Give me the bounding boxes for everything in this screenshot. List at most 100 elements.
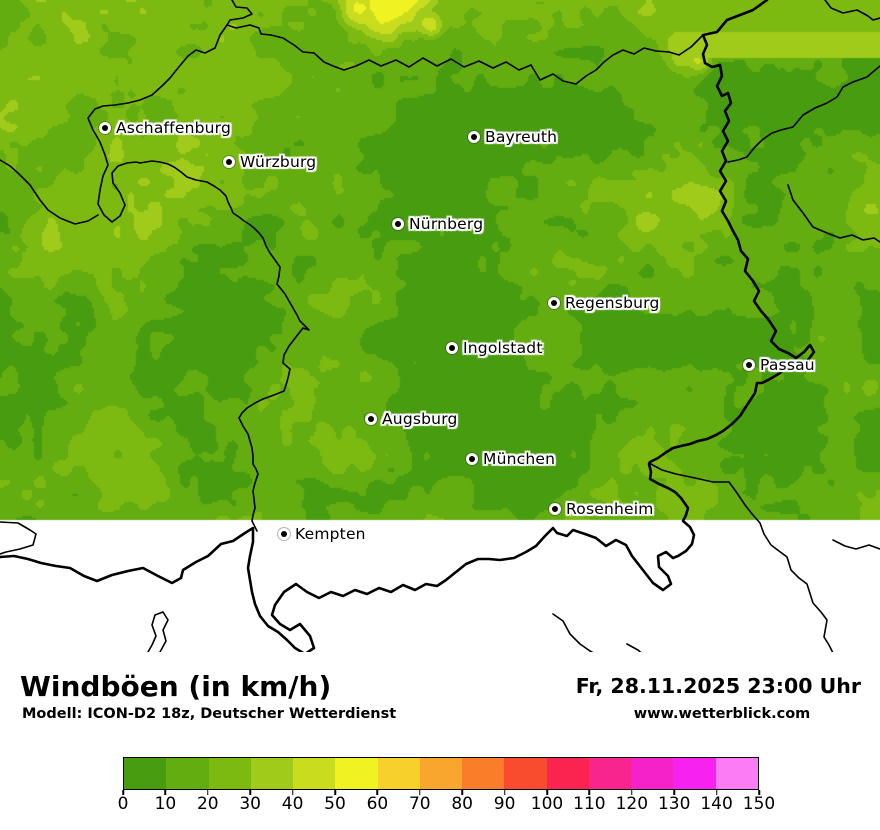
city-dot-icon	[743, 359, 755, 371]
city-label: Bayreuth	[485, 128, 558, 146]
city-marker: Aschaffenburg	[99, 119, 231, 137]
border-tyrol	[552, 613, 594, 652]
colorbar-tick-label: 110	[573, 794, 606, 814]
colorbar-segment	[166, 758, 209, 789]
colorbar-tick	[291, 790, 294, 795]
city-dot-icon	[466, 453, 478, 465]
city-label: Passau	[760, 356, 815, 374]
border-czech-saxony	[727, 65, 880, 163]
colorbar-tick-label: 70	[408, 794, 431, 814]
colorbar-tick-label: 120	[615, 794, 649, 814]
colorbar-tickmarks	[122, 790, 760, 795]
border-rhine-valley	[0, 521, 37, 555]
borders-overlay	[0, 0, 880, 652]
city-dot-icon	[392, 218, 404, 230]
colorbar-tick	[164, 790, 167, 795]
city-dot-icon	[99, 122, 111, 134]
city-label: Regensburg	[565, 294, 660, 312]
colorbar-segment	[208, 758, 251, 789]
city-dot-icon	[365, 413, 377, 425]
colorbar-segment	[335, 758, 378, 789]
page-title: Windböen (in km/h)	[20, 670, 332, 703]
city-dot-icon	[549, 503, 561, 515]
city-label: Aschaffenburg	[116, 119, 231, 137]
city-marker: Augsburg	[365, 410, 458, 428]
city-dot-icon	[446, 342, 458, 354]
city-marker: Rosenheim	[549, 500, 654, 518]
colorbar-tick-label: 60	[366, 794, 389, 814]
city-label: Kempten	[295, 525, 366, 543]
colorbar-tick	[249, 790, 251, 795]
model-info: Modell: ICON-D2 18z, Deutscher Wetterdie…	[22, 706, 397, 722]
wind-field-canvas	[0, 0, 880, 652]
border-reutte	[147, 611, 169, 652]
colorbar-tick	[122, 790, 124, 795]
colorbar-segment	[377, 758, 420, 789]
colorbar-segment	[419, 758, 463, 789]
colorbar-tick-label: 80	[451, 794, 474, 814]
city-label: Augsburg	[382, 410, 458, 428]
colorbar-tick	[758, 790, 760, 795]
colorbar-segment	[462, 758, 505, 789]
colorbar-segment	[631, 758, 674, 789]
colorbar-tick	[673, 790, 675, 795]
city-label: Ingolstadt	[463, 339, 543, 357]
colorbar-tick-label: 10	[154, 794, 177, 814]
city-marker: Regensburg	[548, 294, 660, 312]
city-marker: Kempten	[278, 525, 366, 543]
website-label: www.wetterblick.com	[633, 706, 811, 722]
city-marker: München	[466, 450, 555, 468]
colorbar-tick	[207, 790, 209, 795]
colorbar-tick-label: 30	[239, 794, 262, 814]
wind-gust-map: Aschaffenburg Würzburg Bayreuth Nürnberg Reg…	[0, 0, 880, 652]
colorbar-tick	[461, 790, 463, 795]
city-marker: Ingolstadt	[446, 339, 543, 357]
border-tyrol-2	[626, 643, 642, 652]
colorbar-tick-label: 100	[530, 794, 564, 814]
colorbar-tick	[503, 790, 506, 795]
city-label: München	[483, 450, 556, 468]
border-national	[0, 0, 816, 652]
colorbar-segment	[588, 758, 632, 789]
colorbar-tick	[334, 790, 336, 795]
city-dot-icon	[548, 297, 560, 309]
city-dot-icon	[223, 156, 235, 168]
colorbar-segment	[673, 758, 716, 789]
city-marker: Bayreuth	[468, 128, 557, 146]
city-dot-icon	[278, 528, 290, 540]
colorbar	[123, 757, 759, 790]
colorbar-tick-label: 0	[117, 794, 129, 814]
colorbar-tick-labels: 0 10 20 30 40 50 60 70 80 90 100 110 120 130 140 150	[118, 794, 776, 816]
colorbar-tick	[588, 790, 591, 795]
border-right-bottom	[832, 539, 880, 550]
colorbar-segment	[250, 758, 294, 789]
colorbar-tick	[715, 790, 718, 795]
city-label: Würzburg	[240, 153, 317, 171]
colorbar-tick-label: 130	[657, 794, 691, 814]
colorbar-tick-label: 20	[196, 794, 219, 814]
city-label: Rosenheim	[566, 500, 654, 518]
colorbar-tick	[419, 790, 421, 795]
city-label: Nürnberg	[409, 215, 484, 233]
border-czech-region	[787, 184, 880, 243]
border-nw-pocket	[87, 24, 228, 223]
colorbar-tick-label: 40	[281, 794, 304, 814]
city-dot-icon	[468, 131, 480, 143]
border-west-bw	[139, 160, 310, 532]
border-north-bavaria	[226, 0, 704, 85]
colorbar-tick	[631, 790, 633, 795]
colorbar-tick	[376, 790, 379, 795]
colorbar-tick-label: 150	[742, 794, 776, 814]
border-hesse-bw	[0, 159, 99, 225]
colorbar-segment	[124, 758, 167, 789]
colorbar-segment	[546, 758, 589, 789]
datetime-label: Fr, 28.11.2025 23:00 Uhr	[575, 674, 861, 698]
city-layer: Aschaffenburg Würzburg Bayreuth Nürnberg Reg…	[0, 0, 880, 652]
city-marker: Nürnberg	[392, 215, 483, 233]
city-marker: Würzburg	[223, 153, 316, 171]
city-marker: Passau	[743, 356, 815, 374]
colorbar-tick	[546, 790, 548, 795]
colorbar-tick-label: 90	[493, 794, 516, 814]
colorbar-segment	[715, 758, 758, 789]
